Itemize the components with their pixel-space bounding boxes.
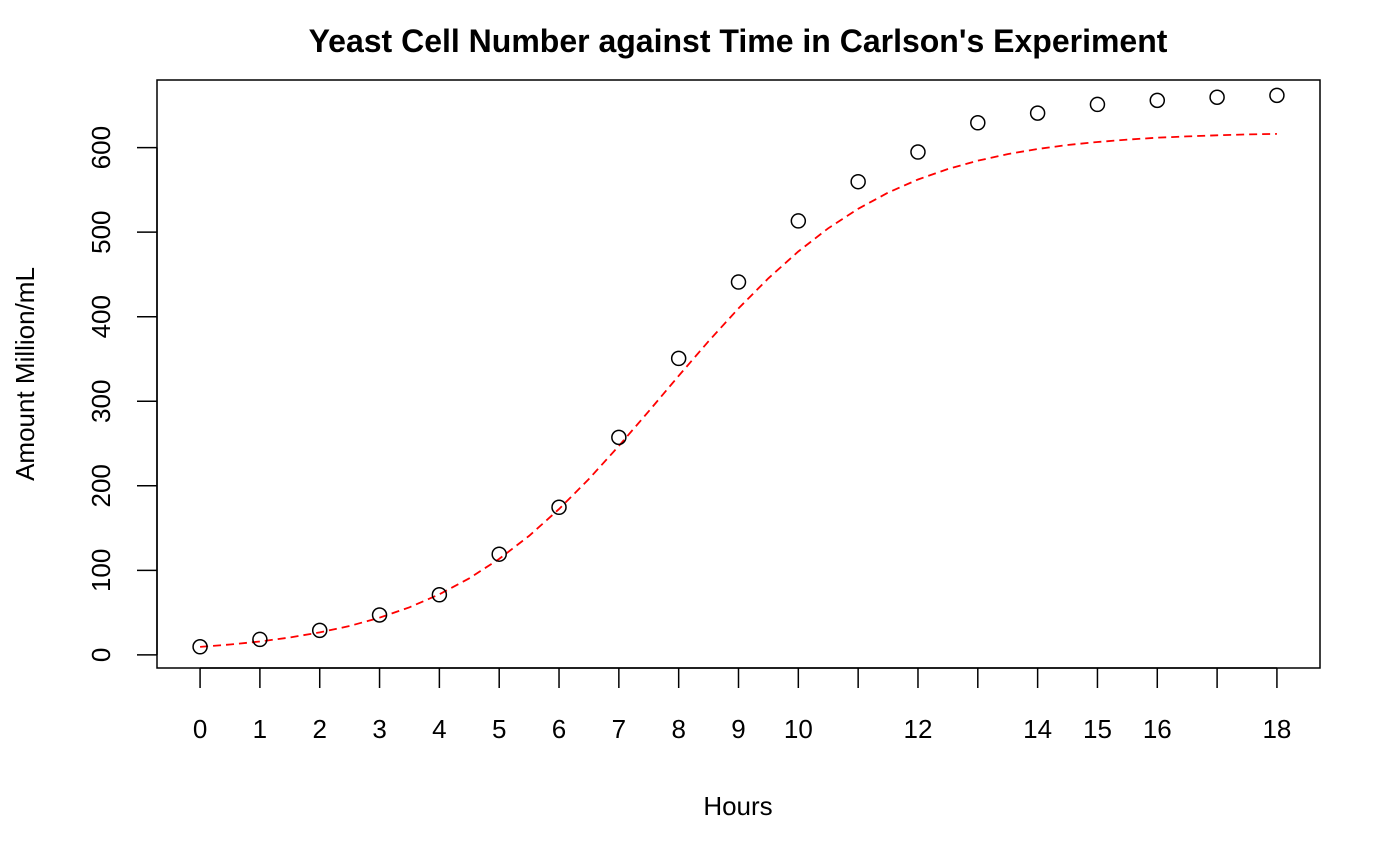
x-tick-label: 6 xyxy=(552,714,566,744)
x-axis-label: Hours xyxy=(703,791,772,821)
data-point xyxy=(491,546,507,562)
data-point xyxy=(611,429,627,446)
data-point xyxy=(311,622,328,639)
data-point xyxy=(850,173,866,190)
x-axis: 0 1 2 3 4 5 6 7 8 9 10 12 14 15 16 18 xyxy=(193,667,1291,744)
x-tick-label: 0 xyxy=(193,714,207,744)
fitted-curve xyxy=(200,133,1277,648)
data-point xyxy=(730,274,747,290)
x-tick-label: 4 xyxy=(432,714,446,744)
y-axis-label: Amount Million/mL xyxy=(10,267,40,481)
x-tick-label: 16 xyxy=(1143,714,1172,744)
x-tick-label: 14 xyxy=(1023,714,1052,744)
x-tick-label: 3 xyxy=(372,714,386,744)
data-point xyxy=(910,144,926,160)
data-point xyxy=(790,213,807,229)
y-tick-label: 400 xyxy=(86,295,116,338)
x-tick-label: 8 xyxy=(671,714,685,744)
y-axis: 0 100 200 300 400 500 600 xyxy=(86,126,158,662)
data-point xyxy=(1209,89,1225,105)
y-tick-label: 300 xyxy=(86,380,116,423)
data-point xyxy=(431,587,448,603)
y-tick-label: 200 xyxy=(86,464,116,507)
x-tick-label: 1 xyxy=(253,714,267,744)
chart-title: Yeast Cell Number against Time in Carlso… xyxy=(309,23,1168,59)
y-tick-label: 600 xyxy=(86,126,116,169)
data-point xyxy=(1149,92,1166,109)
plot-frame xyxy=(156,79,1321,669)
x-tick-label: 7 xyxy=(612,714,626,744)
fitted-curve-layer xyxy=(200,133,1277,648)
data-point xyxy=(371,607,388,623)
data-point xyxy=(192,639,208,655)
x-tick-label: 15 xyxy=(1083,714,1112,744)
x-tick-label: 9 xyxy=(731,714,745,744)
data-point xyxy=(252,631,268,648)
x-tick-label: 12 xyxy=(904,714,933,744)
x-tick-label: 18 xyxy=(1262,714,1291,744)
data-point xyxy=(551,499,567,516)
x-tick-label: 5 xyxy=(492,714,506,744)
data-point xyxy=(970,115,986,131)
data-point xyxy=(1089,96,1106,113)
y-tick-label: 0 xyxy=(86,648,116,662)
x-tick-label: 2 xyxy=(312,714,326,744)
x-tick-label: 10 xyxy=(784,714,813,744)
y-tick-label: 500 xyxy=(86,210,116,253)
data-point xyxy=(1029,105,1046,121)
data-points-layer xyxy=(192,87,1285,655)
y-tick-label: 100 xyxy=(86,549,116,592)
data-point xyxy=(1269,87,1285,104)
data-point xyxy=(670,350,687,367)
